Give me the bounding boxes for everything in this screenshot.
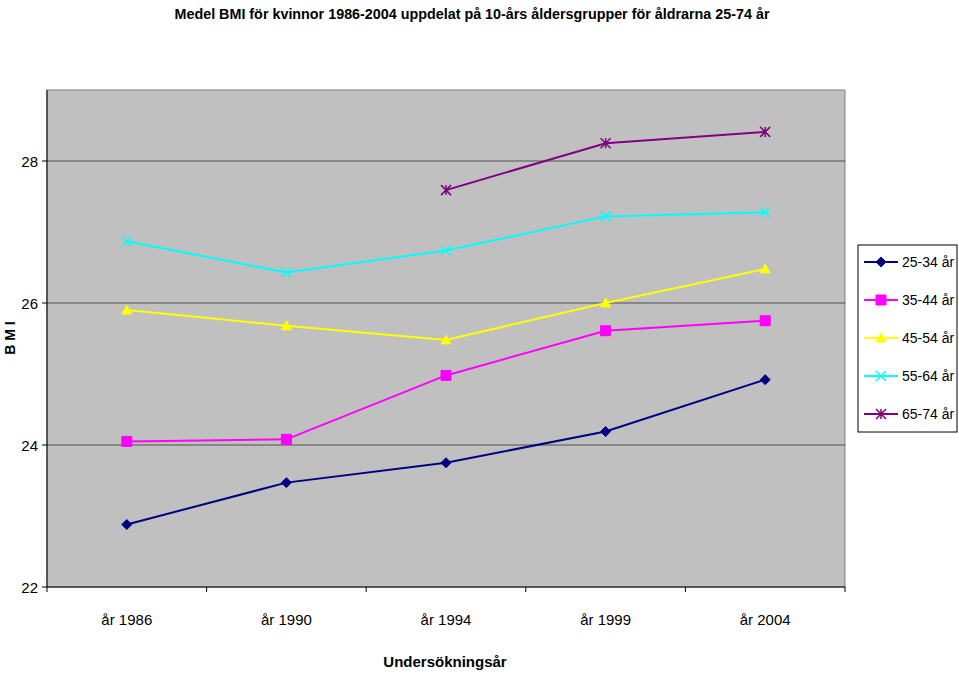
y-axis-label: B M I	[2, 321, 18, 354]
series-line	[127, 321, 765, 442]
x-tick-label: år 1994	[421, 611, 472, 628]
x-tick	[685, 587, 686, 592]
data-point	[122, 436, 132, 446]
data-point	[601, 326, 611, 336]
x-tick-label: år 1986	[101, 611, 152, 628]
series-line	[446, 132, 765, 190]
data-point	[760, 127, 770, 137]
legend-label: 25-34 år	[902, 254, 954, 270]
x-tick-label: år 2004	[740, 611, 791, 628]
data-point	[281, 434, 291, 444]
y-tick	[42, 445, 47, 446]
y-tick	[42, 161, 47, 162]
title: Medel BMI för kvinnor 1986-2004 uppdelat…	[175, 6, 771, 22]
y-axis	[47, 90, 48, 587]
data-point	[760, 316, 770, 326]
grid-line	[47, 303, 845, 304]
y-tick	[42, 303, 47, 304]
legend-marker	[876, 257, 886, 267]
data-point	[601, 298, 611, 307]
data-point	[122, 236, 132, 246]
data-group	[122, 127, 770, 530]
legend-marker	[876, 333, 886, 342]
y-tick	[42, 587, 47, 588]
x-tick	[525, 587, 526, 592]
y-tick-label: 22	[21, 579, 38, 596]
data-point	[122, 520, 132, 530]
series-line	[127, 380, 765, 525]
y-tick-label: 26	[21, 295, 38, 312]
data-point	[601, 138, 611, 148]
data-point	[281, 267, 291, 277]
grid-line	[47, 445, 845, 446]
data-point	[441, 245, 451, 255]
data-point	[760, 207, 770, 217]
legend-label: 55-64 år	[902, 368, 954, 384]
data-point	[760, 264, 770, 273]
data-point	[281, 478, 291, 488]
grid-line	[47, 161, 845, 162]
y-tick-label: 24	[21, 437, 38, 454]
x-tick	[206, 587, 207, 592]
legend-marker	[876, 295, 886, 305]
data-point	[441, 335, 451, 344]
chart-root: Medel BMI för kvinnor 1986-2004 uppdelat…	[0, 0, 959, 675]
y-tick-label: 28	[21, 153, 38, 170]
plot-area	[47, 90, 845, 587]
legend-label: 65-74 år	[902, 406, 954, 422]
x-tick	[845, 587, 846, 592]
x-tick	[47, 587, 48, 592]
series-line	[127, 269, 765, 340]
data-point	[441, 185, 451, 195]
legend-label: 35-44 år	[902, 292, 954, 308]
legend-marker	[876, 371, 886, 381]
x-tick-label: år 1990	[261, 611, 312, 628]
data-point	[441, 458, 451, 468]
data-point	[441, 370, 451, 380]
legend-label: 45-54 år	[902, 330, 954, 346]
data-point	[122, 305, 132, 314]
x-tick-label: år 1999	[580, 611, 631, 628]
x-tick	[366, 587, 367, 592]
legend-frame	[858, 245, 957, 432]
data-point	[601, 211, 611, 221]
data-point	[760, 375, 770, 385]
data-point	[601, 427, 611, 437]
legend-marker	[876, 409, 886, 419]
x-axis-label: Undersökningsår	[383, 653, 507, 670]
series-line	[127, 212, 765, 272]
x-axis	[47, 587, 845, 588]
data-point	[281, 321, 291, 330]
